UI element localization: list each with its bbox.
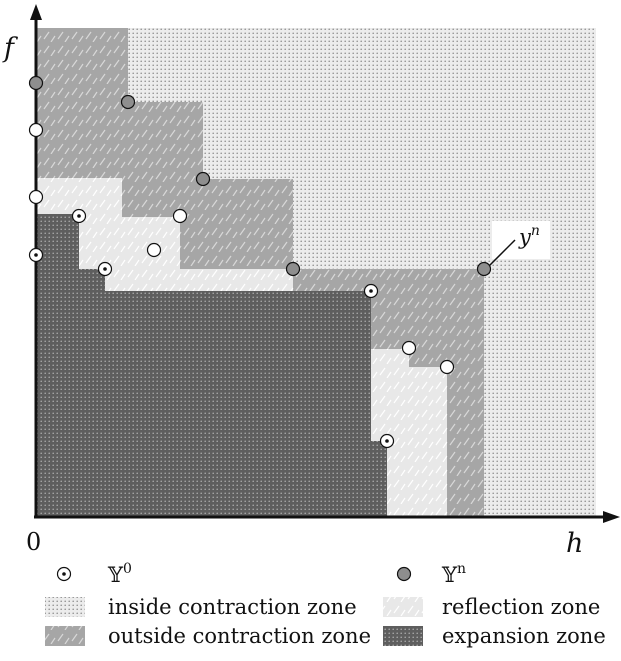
y-axis-label: f bbox=[2, 33, 18, 64]
legend-expansion-label: expansion zone bbox=[442, 624, 606, 648]
legend-outside-label: outside contraction zone bbox=[108, 624, 371, 648]
x-axis-label: h bbox=[566, 528, 583, 559]
yn-points bbox=[28, 75, 492, 277]
legend-yn-label: 𝕐n bbox=[441, 561, 466, 587]
legend-outside-swatch bbox=[45, 626, 85, 646]
legend-reflection-swatch bbox=[383, 597, 423, 617]
yn-point bbox=[120, 94, 136, 110]
white-point bbox=[28, 122, 44, 138]
legend-y0-marker bbox=[56, 566, 72, 582]
legend-y0-label: 𝕐0 bbox=[107, 561, 132, 587]
callout-label: yn bbox=[518, 223, 540, 249]
legend-reflection-label: reflection zone bbox=[442, 595, 600, 619]
legend-inside-swatch bbox=[45, 597, 85, 617]
y0-point bbox=[379, 433, 395, 449]
yn-point bbox=[285, 261, 301, 277]
white-point bbox=[172, 208, 188, 224]
axes bbox=[30, 4, 620, 523]
white-point bbox=[28, 189, 44, 205]
legend: 𝕐0 𝕐n inside contraction zone reflection… bbox=[45, 561, 606, 648]
y0-point bbox=[28, 247, 44, 263]
legend-yn-marker bbox=[396, 566, 412, 582]
legend-expansion-swatch bbox=[383, 626, 423, 646]
yn-point bbox=[195, 171, 211, 187]
y0-points bbox=[28, 208, 395, 449]
white-points bbox=[28, 122, 455, 375]
white-point bbox=[439, 359, 455, 375]
y0-point bbox=[363, 283, 379, 299]
yn-point bbox=[28, 75, 44, 91]
y0-point bbox=[97, 261, 113, 277]
y-axis-arrowhead bbox=[30, 4, 42, 20]
y0-point bbox=[71, 208, 87, 224]
white-point bbox=[146, 242, 162, 258]
expansion-region bbox=[36, 214, 387, 517]
legend-inside-label: inside contraction zone bbox=[108, 595, 357, 619]
x-axis-arrowhead bbox=[603, 511, 620, 523]
callout-line bbox=[488, 239, 516, 267]
white-point bbox=[401, 340, 417, 356]
yn-point bbox=[476, 261, 492, 277]
origin-label: 0 bbox=[26, 528, 41, 556]
